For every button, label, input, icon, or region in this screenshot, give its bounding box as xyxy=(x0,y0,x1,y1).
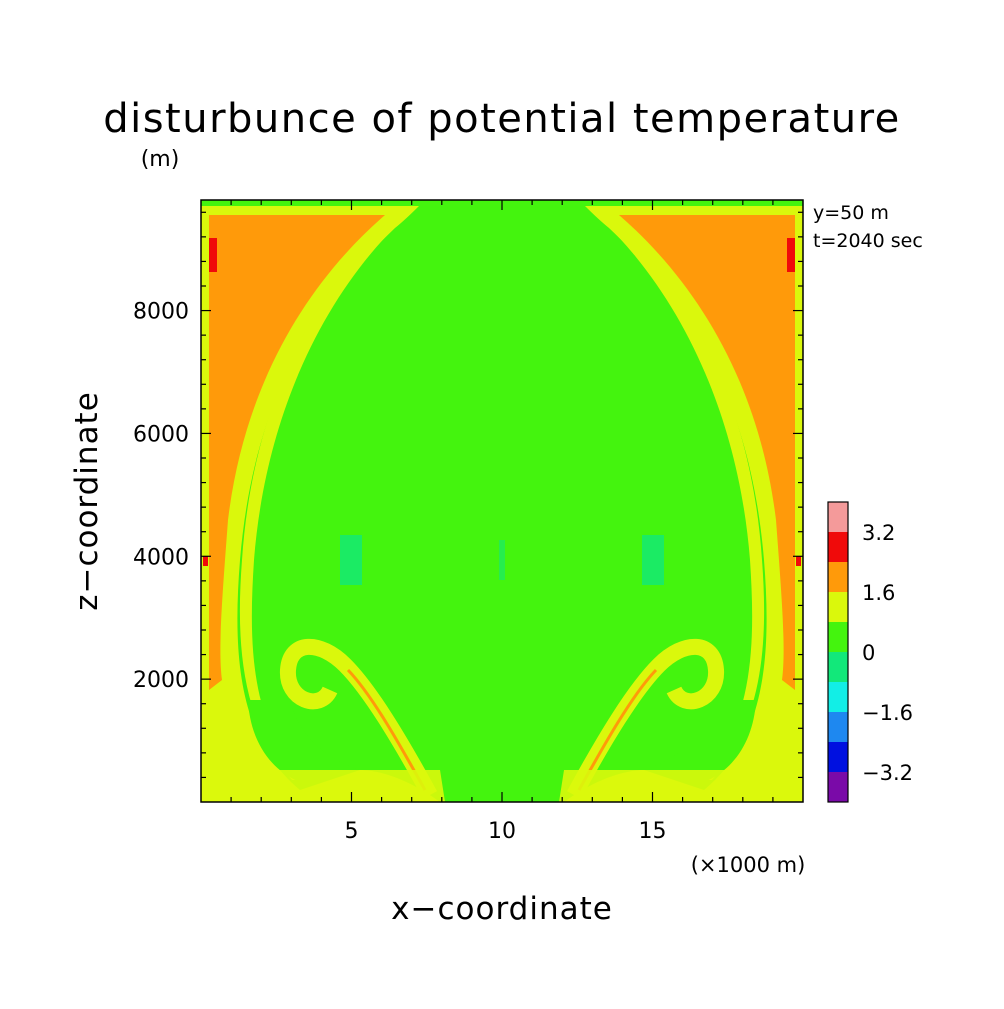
colorbar-label: 0 xyxy=(862,641,875,665)
colorbar-swatch xyxy=(828,652,848,682)
y-tick-label: 8000 xyxy=(133,300,189,325)
colorbar-swatch xyxy=(828,772,848,802)
y-axis: 2000 4000 6000 8000 xyxy=(133,211,803,779)
right-orange-region xyxy=(619,215,795,690)
y-tick-label: 6000 xyxy=(133,422,189,447)
x-tick-label: 5 xyxy=(345,819,359,844)
colorbar: −3.2 −1.6 0 1.6 3.2 xyxy=(827,501,913,803)
y-axis-label: z−coordinate xyxy=(69,391,105,611)
chart-title: disturbunce of potential temperature xyxy=(103,96,901,142)
colorbar-swatch xyxy=(828,742,848,772)
colorbar-swatch xyxy=(828,562,848,592)
colorbar-label: −3.2 xyxy=(862,761,913,785)
bottom-left-strip xyxy=(201,770,445,802)
title-unit-label: (m) xyxy=(141,147,180,172)
left-wall-red-dot xyxy=(203,556,208,566)
colorbar-swatch xyxy=(828,532,848,562)
right-wall-red-dot xyxy=(796,556,801,566)
contour-field xyxy=(201,200,803,802)
left-vortex xyxy=(280,638,438,799)
annotation-y: y=50 m xyxy=(813,202,889,224)
colorbar-swatch xyxy=(828,712,848,742)
left-orange-region xyxy=(209,215,385,690)
right-cold-patch xyxy=(642,535,664,585)
left-cold-patch xyxy=(340,535,362,585)
colorbar-swatch xyxy=(828,682,848,712)
left-lower-green xyxy=(248,700,360,782)
y-tick-label: 4000 xyxy=(133,545,189,570)
left-red-spot xyxy=(209,238,217,272)
right-vortex xyxy=(566,638,724,799)
colorbar-swatch xyxy=(828,502,848,532)
colorbar-swatch xyxy=(828,592,848,622)
colorbar-label: 3.2 xyxy=(862,521,895,545)
x-axis: 5 10 15 xyxy=(230,200,774,844)
colorbar-frame xyxy=(827,501,849,803)
right-lower-green xyxy=(644,700,756,782)
center-cold-patch xyxy=(499,540,505,580)
colorbar-label: 1.6 xyxy=(862,581,895,605)
right-red-spot xyxy=(787,238,795,272)
x-tick-label: 15 xyxy=(639,819,667,844)
bottom-right-strip xyxy=(559,770,803,802)
x-tick-label: 10 xyxy=(488,819,516,844)
annotation-t: t=2040 sec xyxy=(813,230,923,252)
y-tick-label: 2000 xyxy=(133,668,189,693)
colorbar-label: −1.6 xyxy=(862,701,913,725)
x-unit-note: (×1000 m) xyxy=(691,853,806,877)
x-axis-label: x−coordinate xyxy=(391,891,613,927)
colorbar-swatch xyxy=(828,622,848,652)
